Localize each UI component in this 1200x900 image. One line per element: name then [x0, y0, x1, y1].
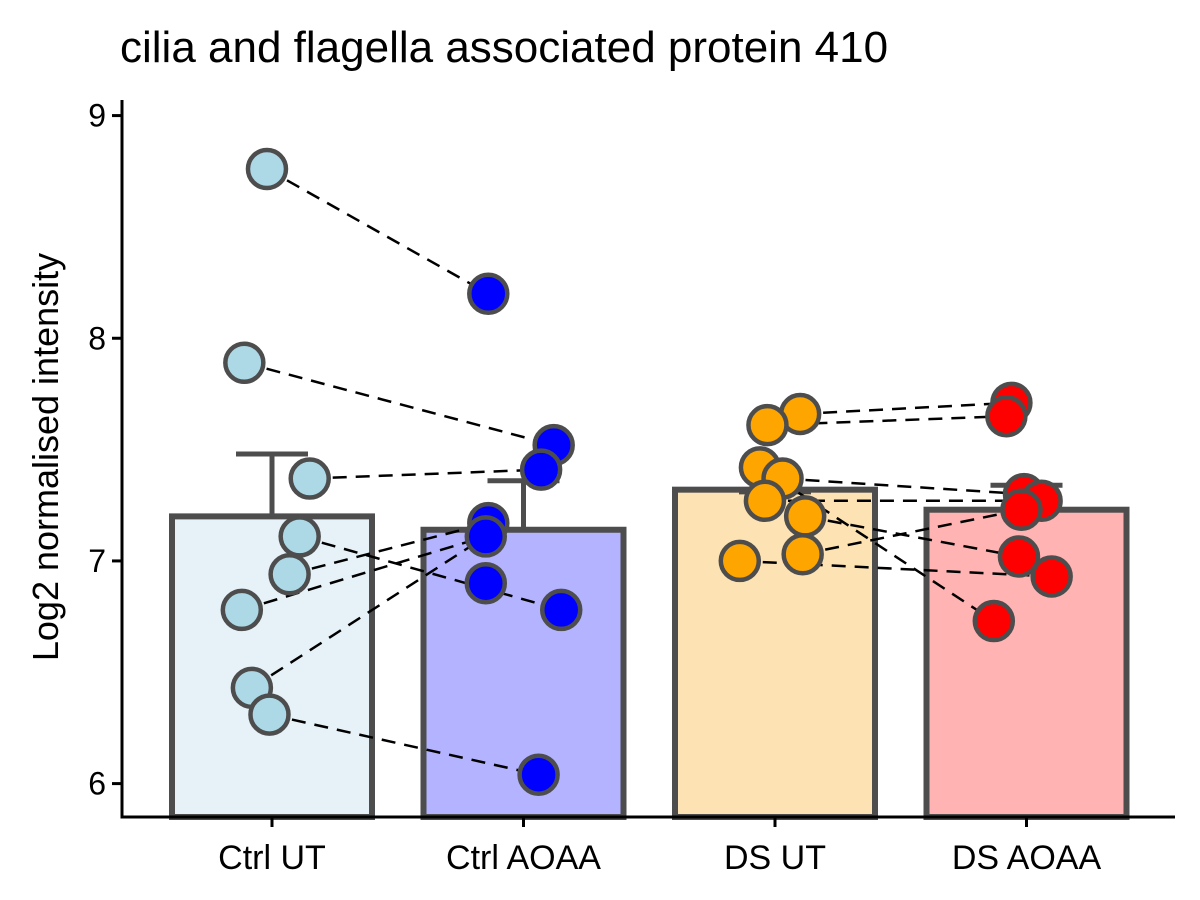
- paired-line: [244, 361, 555, 447]
- bar-ds-aoaa: [923, 506, 1130, 820]
- data-point: [467, 272, 510, 315]
- paired-line: [241, 535, 487, 612]
- paired-line: [759, 466, 995, 623]
- data-point: [718, 539, 762, 583]
- data-point: [220, 588, 264, 632]
- paired-line: [266, 167, 489, 295]
- data-point: [464, 561, 508, 605]
- paired-line: [251, 535, 487, 689]
- y-tick-label: 6: [88, 766, 106, 802]
- y-tick-label: 7: [88, 543, 106, 579]
- data-point: [997, 535, 1041, 578]
- data-point: [464, 515, 508, 558]
- x-tick-label: Ctrl UT: [218, 839, 326, 877]
- y-tick-label: 8: [88, 320, 106, 356]
- x-tick-label: Ctrl AOAA: [446, 839, 601, 877]
- paired-line: [800, 401, 1012, 416]
- paired-lines-layer: [241, 167, 1052, 776]
- data-point: [278, 515, 321, 558]
- data-point: [288, 457, 331, 500]
- bar-ds-ut: [672, 486, 878, 820]
- data-point: [985, 394, 1028, 438]
- data-point: [781, 532, 824, 576]
- y-tick-label: 9: [88, 98, 106, 134]
- data-point: [223, 341, 266, 385]
- data-point: [783, 495, 827, 538]
- paired-line: [289, 521, 489, 576]
- data-point: [519, 448, 563, 491]
- paired-line: [309, 468, 542, 480]
- paired-line: [767, 414, 1007, 427]
- y-axis-label: Log2 normalised intensity: [25, 253, 66, 661]
- paired-line: [782, 477, 1025, 496]
- data-point: [746, 403, 789, 447]
- data-point: [1030, 555, 1073, 598]
- data-point: [245, 147, 289, 191]
- x-tick-label: DS UT: [724, 839, 826, 877]
- paired-line: [802, 508, 1022, 556]
- points-layer: [220, 147, 1073, 796]
- data-point: [743, 479, 787, 523]
- x-tick-label: DS AOAA: [952, 839, 1102, 877]
- chart-title: cilia and flagella associated protein 41…: [120, 23, 888, 72]
- data-point: [1000, 488, 1043, 531]
- axes-layer: 6 7 8 9 Ctrl UT Ctrl AOAA DS UT DS AOAA: [88, 98, 1175, 877]
- data-point: [539, 588, 583, 632]
- data-point: [248, 693, 291, 736]
- data-point: [972, 599, 1016, 643]
- paired-line: [804, 515, 1020, 558]
- data-point: [268, 553, 311, 596]
- data-point: [517, 753, 560, 796]
